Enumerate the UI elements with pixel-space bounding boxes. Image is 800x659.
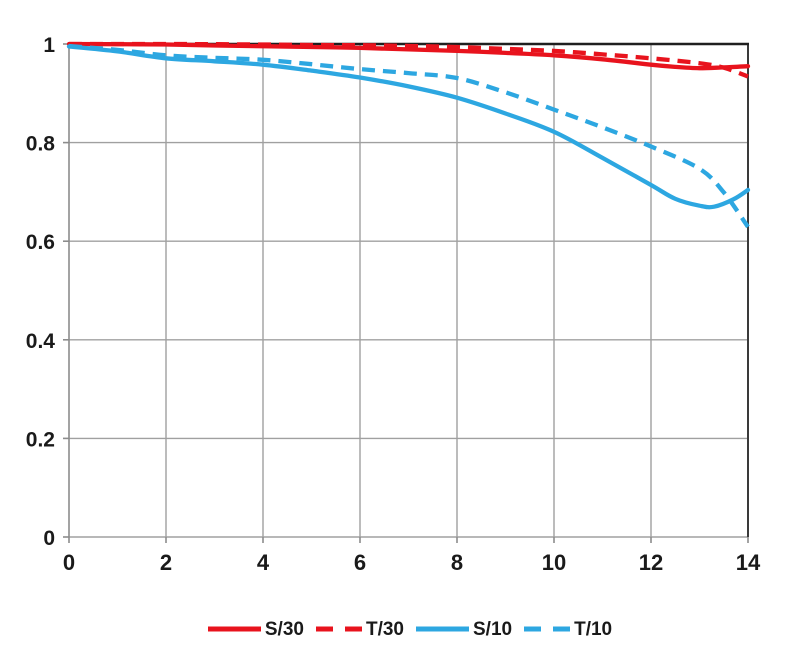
curve-s-10 xyxy=(66,44,751,210)
x-axis-tick-label: 4 xyxy=(257,550,270,575)
y-axis-tick-label: 0.6 xyxy=(26,231,55,254)
curve-t-10 xyxy=(68,43,750,229)
legend-label: S/10 xyxy=(473,618,513,640)
x-axis-tick-label: 12 xyxy=(639,550,663,575)
legend-item-t-10: T/10 xyxy=(524,620,612,639)
legend-item-t-30: T/30 xyxy=(315,618,404,640)
solid-line-sample-icon xyxy=(416,626,469,632)
curve-t-30 xyxy=(68,41,749,79)
y-axis-tick-label: 0.4 xyxy=(26,330,56,353)
y-axis-tick-label: 0.2 xyxy=(26,428,55,451)
dashed-line-sample-icon xyxy=(524,626,571,632)
dashed-line-sample-icon xyxy=(315,626,362,632)
legend-label: T/10 xyxy=(574,618,613,640)
x-axis-tick-label: 14 xyxy=(736,550,761,575)
y-axis-tick-label: 1 xyxy=(43,34,55,57)
y-axis-tick-label: 0.8 xyxy=(26,133,56,156)
legend-item-s-10: S/10 xyxy=(416,620,512,639)
y-axis-tick-label: 0 xyxy=(43,527,55,550)
chart-legend: S/30 T/30 S/10 T/10 xyxy=(10,611,800,647)
legend-label: T/30 xyxy=(365,618,404,640)
x-axis-tick-label: 8 xyxy=(451,550,463,575)
x-axis-tick-label: 0 xyxy=(63,550,75,575)
x-axis-tick-label: 6 xyxy=(354,550,366,575)
legend-label: S/30 xyxy=(264,618,304,640)
x-axis-tick-label: 10 xyxy=(542,550,566,575)
solid-line-sample-icon xyxy=(207,626,261,632)
x-axis-tick-label: 2 xyxy=(160,550,172,575)
legend-item-s-30: S/30 xyxy=(207,618,304,640)
curve-s-30 xyxy=(66,41,751,71)
